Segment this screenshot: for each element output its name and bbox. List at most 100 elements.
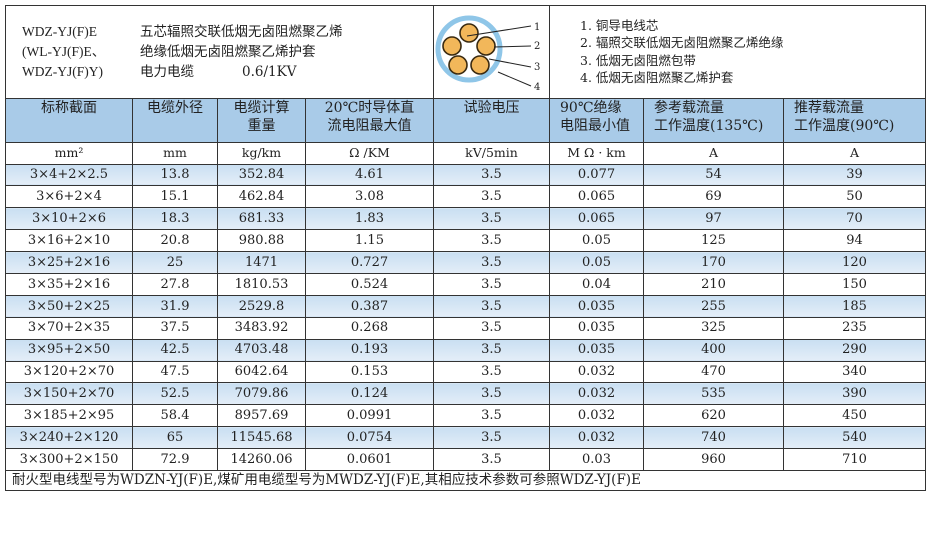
column-header-line: 推荐载流量 bbox=[794, 99, 864, 116]
table-cell: 0.032 bbox=[549, 404, 644, 428]
column-unit: mm² bbox=[5, 141, 133, 165]
column-header-line: 重量 bbox=[247, 118, 276, 135]
table-cell: 120 bbox=[782, 251, 927, 274]
voltage-rating: 0.6/1KV bbox=[242, 63, 297, 80]
table-cell: 3×50+2×25 bbox=[5, 294, 133, 318]
column-header: 推荐载流量工作温度(90℃) bbox=[782, 97, 927, 143]
column-unit: Ω /KM bbox=[305, 141, 434, 165]
model-code: WDZ-YJ(F)Y) bbox=[22, 63, 103, 79]
table-cell: 97 bbox=[643, 207, 784, 231]
table-cell: 620 bbox=[643, 404, 784, 428]
table-cell: 0.0991 bbox=[305, 404, 434, 428]
units-row: mm² mm kg/km Ω /KM kV/5min M Ω · km A A bbox=[5, 141, 927, 165]
table-cell: 4.61 bbox=[305, 163, 434, 187]
table-cell: 352.84 bbox=[217, 163, 306, 187]
cable-diagram-icon: 1 2 3 4 bbox=[435, 15, 540, 93]
table-cell: 65 bbox=[132, 426, 218, 450]
column-header: 20℃时导体直 流电阻最大值 bbox=[305, 97, 434, 143]
table-cell: 3×10+2×6 bbox=[5, 207, 133, 231]
table-cell: 255 bbox=[643, 294, 784, 318]
table-cell: 0.032 bbox=[549, 426, 644, 450]
table-cell: 27.8 bbox=[132, 273, 218, 296]
column-header-line: 电缆外径 bbox=[147, 99, 203, 116]
table-cell: 0.524 bbox=[305, 273, 434, 296]
table-cell: 50 bbox=[782, 185, 927, 209]
table-cell: 3.5 bbox=[433, 273, 550, 296]
table-cell: 125 bbox=[643, 229, 784, 253]
table-cell: 0.065 bbox=[549, 185, 644, 209]
column-header-line: 试验电压 bbox=[463, 99, 520, 116]
table-cell: 70 bbox=[782, 207, 927, 231]
legend-item: 1. 铜导电线芯 bbox=[580, 17, 659, 33]
table-cell: 8957.69 bbox=[217, 404, 306, 428]
column-unit: kg/km bbox=[217, 141, 306, 165]
column-unit: M Ω · km bbox=[549, 141, 644, 165]
table-cell: 3×6+2×4 bbox=[5, 185, 133, 209]
table-cell: 0.0754 bbox=[305, 426, 434, 450]
table-cell: 0.032 bbox=[549, 360, 644, 384]
table-cell: 42.5 bbox=[132, 338, 218, 362]
table-cell: 0.032 bbox=[549, 382, 644, 406]
column-header-line: 20℃时导体直 bbox=[324, 99, 415, 116]
table-cell: 3.5 bbox=[433, 316, 550, 340]
table-cell: 58.4 bbox=[132, 404, 218, 428]
table-cell: 710 bbox=[782, 448, 927, 472]
table-cell: 0.727 bbox=[305, 251, 434, 274]
diagram-label: 1 bbox=[534, 22, 540, 33]
table-cell: 15.1 bbox=[132, 185, 218, 209]
table-cell: 20.8 bbox=[132, 229, 218, 253]
description-line: 五芯辐照交联低烟无卤阻燃聚乙烯 bbox=[140, 23, 343, 40]
table-cell: 39 bbox=[782, 163, 927, 187]
table-cell: 0.387 bbox=[305, 294, 434, 318]
product-title-cell: WDZ-YJ(F)E (WL-YJ(F)E、 WDZ-YJ(F)Y) 五芯辐照交… bbox=[5, 5, 434, 99]
table-cell: 235 bbox=[782, 316, 927, 340]
column-unit: A bbox=[782, 141, 927, 165]
table-row: 3×150+2×70 52.5 7079.86 0.124 3.5 0.032 535 390 bbox=[5, 382, 927, 406]
table-cell: 3×150+2×70 bbox=[5, 382, 133, 406]
table-cell: 3×70+2×35 bbox=[5, 316, 133, 340]
table-cell: 462.84 bbox=[217, 185, 306, 209]
table-cell: 52.5 bbox=[132, 382, 218, 406]
column-header-line: 工作温度(90℃) bbox=[794, 118, 895, 135]
column-header-line: 电缆计算 bbox=[233, 99, 290, 116]
table-cell: 0.05 bbox=[549, 251, 644, 274]
table-cell: 960 bbox=[643, 448, 784, 472]
table-cell: 210 bbox=[643, 273, 784, 296]
table-cell: 185 bbox=[782, 294, 927, 318]
table-cell: 94 bbox=[782, 229, 927, 253]
table-cell: 4703.48 bbox=[217, 338, 306, 362]
table-cell: 54 bbox=[643, 163, 784, 187]
table-cell: 3×35+2×16 bbox=[5, 273, 133, 296]
model-code: WDZ-YJ(F)E bbox=[22, 23, 97, 39]
column-header: 90℃绝缘 电阻最小值 bbox=[549, 97, 644, 143]
table-cell: 3.5 bbox=[433, 294, 550, 318]
column-header: 参考载流量 工作温度(135℃) bbox=[643, 97, 784, 143]
table-cell: 3.5 bbox=[433, 448, 550, 472]
table-cell: 6042.64 bbox=[217, 360, 306, 384]
table-cell: 3483.92 bbox=[217, 316, 306, 340]
table-cell: 13.8 bbox=[132, 163, 218, 187]
footnote: 耐火型电线型号为WDZN-YJ(F)E,煤矿用电缆型号为MWDZ-YJ(F)E,… bbox=[4, 470, 927, 492]
table-cell: 0.035 bbox=[549, 316, 644, 340]
table-cell: 0.268 bbox=[305, 316, 434, 340]
column-header-row: 标称截面 电缆外径 电缆计算重量 20℃时导体直 流电阻最大值 试验电压 90℃绝缘 电阻最小… bbox=[5, 97, 927, 143]
cable-spec-table: WDZ-YJ(F)E (WL-YJ(F)E、 WDZ-YJ(F)Y) 五芯辐照交… bbox=[4, 5, 927, 492]
table-row: 3×240+2×120 65 11545.68 0.0754 3.5 0.032 740 54… bbox=[5, 426, 927, 450]
table-cell: 3.5 bbox=[433, 229, 550, 253]
table-cell: 0.05 bbox=[549, 229, 644, 253]
table-cell: 0.065 bbox=[549, 207, 644, 231]
table-cell: 11545.68 bbox=[217, 426, 306, 450]
table-cell: 1471 bbox=[217, 251, 306, 274]
table-cell: 400 bbox=[643, 338, 784, 362]
table-cell: 681.33 bbox=[217, 207, 306, 231]
table-cell: 470 bbox=[643, 360, 784, 384]
column-header-line: 标称截面 bbox=[41, 99, 97, 116]
table-cell: 18.3 bbox=[132, 207, 218, 231]
table-cell: 3.5 bbox=[433, 185, 550, 209]
table-cell: 0.193 bbox=[305, 338, 434, 362]
table-cell: 150 bbox=[782, 273, 927, 296]
table-cell: 3×300+2×150 bbox=[5, 448, 133, 472]
legend-item: 3. 低烟无卤阻燃包带 bbox=[580, 52, 696, 68]
diagram-legend: 1. 铜导电线芯 2. 辐照交联低烟无卤阻燃聚乙烯绝缘 3. 低烟无卤阻燃包带 … bbox=[548, 5, 927, 99]
table-row: 3×35+2×16 27.8 1810.53 0.524 3.5 0.04 210 150 bbox=[5, 273, 927, 296]
